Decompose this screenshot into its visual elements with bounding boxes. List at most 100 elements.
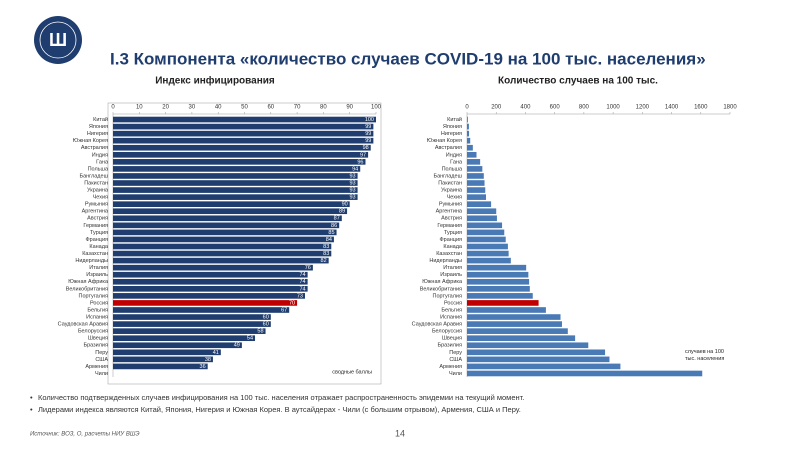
- y-tick-label: Великобритания: [66, 286, 108, 292]
- y-tick-label: Великобритания: [420, 286, 462, 292]
- value-label: 99: [365, 138, 371, 144]
- value-label: 90: [342, 202, 348, 208]
- y-tick-label: Чехия: [93, 195, 108, 201]
- y-tick-label: Нидерланды: [75, 258, 108, 264]
- bar: [113, 243, 332, 250]
- y-tick-label: Германия: [83, 223, 108, 229]
- bar: [467, 264, 527, 271]
- svg-text:Ш: Ш: [49, 30, 67, 50]
- bar: [467, 173, 484, 179]
- bar: [113, 194, 358, 200]
- y-tick-label: Франция: [439, 237, 462, 243]
- bar: [113, 257, 329, 264]
- y-tick-label: Саудовская Аравия: [412, 322, 462, 328]
- bar: [113, 286, 308, 292]
- x-tick-label: 100: [371, 105, 382, 111]
- y-tick-label: Россия: [444, 300, 462, 306]
- y-tick-label: Белоруссия: [78, 329, 108, 335]
- y-tick-label: Чили: [95, 371, 108, 377]
- y-tick-label: Турция: [444, 230, 462, 236]
- y-tick-label: Чили: [449, 371, 462, 377]
- x-tick-label: 30: [189, 105, 196, 111]
- value-label: 60: [263, 314, 269, 320]
- y-tick-label: Пакистан: [84, 180, 108, 186]
- bar: [113, 307, 290, 313]
- y-tick-label: Индия: [92, 152, 108, 158]
- value-label: 93: [349, 195, 355, 201]
- chart-title: Индекс инфицирования: [155, 75, 275, 87]
- bar: [113, 151, 369, 158]
- value-label: 74: [299, 286, 305, 292]
- bar: [467, 187, 486, 193]
- bar: [467, 123, 469, 130]
- value-label: 41: [213, 350, 219, 356]
- bar: [467, 116, 468, 123]
- y-tick-label: Нидерланды: [429, 258, 462, 264]
- y-tick-label: Казахстан: [82, 251, 108, 257]
- bar: [467, 278, 530, 285]
- bullet-text: Лидерами индекса являются Китай, Япония,…: [38, 405, 521, 414]
- value-label: 100: [365, 117, 374, 123]
- bar: [113, 166, 361, 172]
- page-number: 14: [395, 428, 405, 438]
- y-tick-label: Чехия: [447, 195, 462, 201]
- bar: [467, 257, 511, 264]
- bar: [467, 307, 546, 313]
- y-tick-label: Белоруссия: [432, 329, 462, 335]
- bar: [113, 349, 221, 356]
- x-tick-label: 1600: [694, 105, 708, 111]
- value-label: 99: [365, 124, 371, 130]
- value-label: 73: [297, 293, 303, 299]
- x-tick-label: 40: [215, 105, 222, 111]
- bar: [467, 229, 505, 236]
- x-tick-label: 90: [346, 105, 353, 111]
- y-tick-label: Перу: [95, 350, 108, 356]
- bar: [467, 222, 503, 229]
- annotation: сводные баллы: [332, 369, 372, 375]
- bar: [467, 236, 506, 243]
- x-tick-label: 1800: [723, 105, 737, 111]
- y-tick-label: Япония: [443, 124, 462, 130]
- bar: [467, 370, 703, 377]
- y-tick-label: Канада: [443, 244, 463, 250]
- annotation-line: случаев на 100: [685, 349, 724, 355]
- y-tick-label: Израиль: [86, 272, 108, 278]
- bar: [467, 349, 606, 356]
- value-label: 85: [328, 230, 334, 236]
- bar: [113, 201, 350, 207]
- bar: [113, 293, 305, 299]
- chart-title: Количество случаев на 100 тыс.: [498, 76, 658, 87]
- y-tick-label: Саудовская Аравия: [58, 322, 108, 328]
- y-tick-label: Перу: [449, 350, 462, 356]
- bar: [113, 278, 308, 285]
- value-label: 84: [326, 237, 332, 243]
- bar: [113, 137, 374, 144]
- y-tick-label: Португалия: [433, 293, 463, 299]
- bar: [467, 286, 530, 292]
- bar: [113, 335, 256, 342]
- y-tick-label: Испания: [440, 314, 462, 320]
- bar: [467, 328, 568, 334]
- bar: [113, 342, 242, 349]
- bar: [113, 356, 213, 363]
- bar: [467, 137, 471, 144]
- bar: [467, 166, 483, 172]
- y-tick-label: Бельгия: [87, 307, 108, 313]
- bar: [467, 250, 509, 257]
- value-label: 49: [234, 343, 240, 349]
- y-tick-label: Китай: [447, 116, 462, 123]
- y-tick-label: Италия: [89, 265, 108, 271]
- value-label: 54: [247, 336, 253, 342]
- bar: [113, 236, 334, 243]
- y-tick-label: Армения: [439, 364, 462, 370]
- bar: [113, 222, 340, 229]
- value-label: 60: [263, 322, 269, 328]
- x-tick-label: 200: [491, 105, 502, 111]
- y-tick-label: США: [95, 357, 108, 363]
- x-tick-label: 0: [111, 105, 115, 111]
- y-tick-label: Израиль: [440, 272, 462, 278]
- y-tick-label: Пакистан: [438, 180, 462, 186]
- bar: [467, 300, 539, 306]
- y-tick-label: Украина: [441, 188, 463, 194]
- x-tick-label: 20: [162, 105, 169, 111]
